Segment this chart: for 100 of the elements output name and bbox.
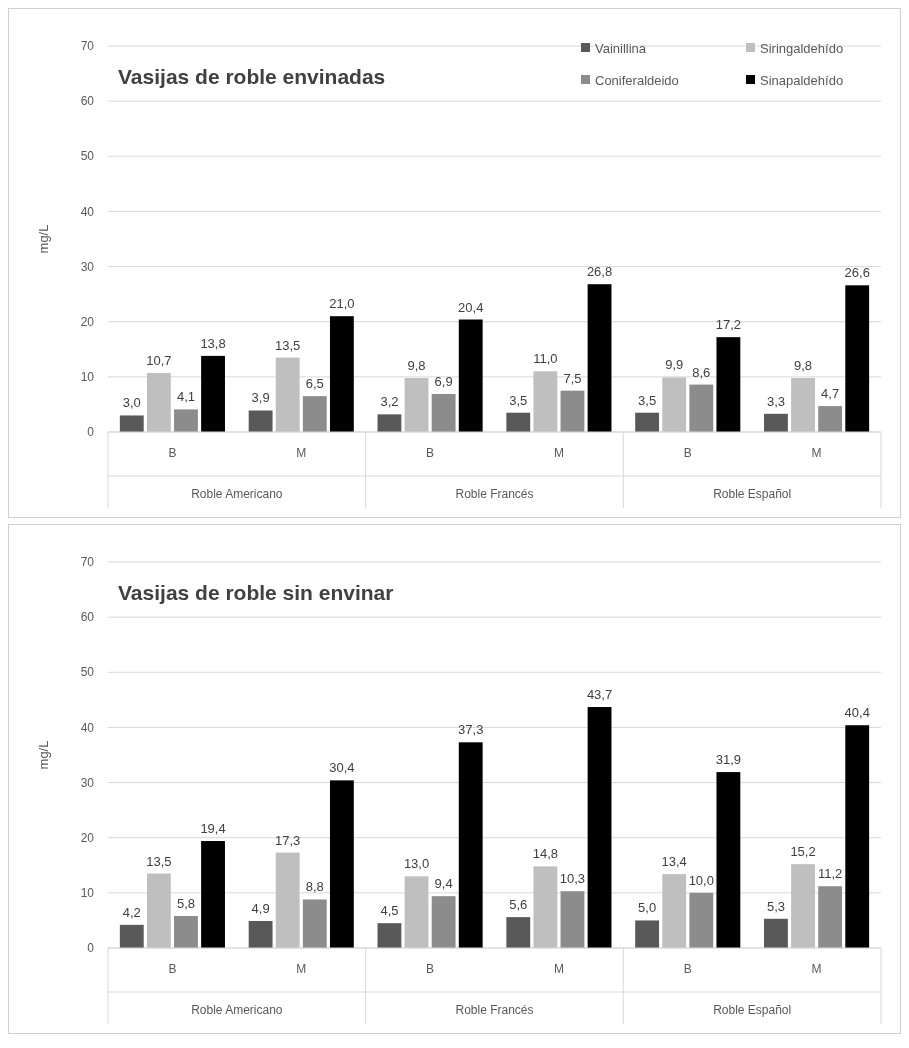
- data-label: 9,9: [665, 357, 684, 373]
- data-label: 9,4: [434, 876, 453, 892]
- x-tick-label: M: [553, 446, 564, 460]
- data-label: 7,5: [563, 370, 582, 386]
- data-label: 40,4: [844, 705, 870, 721]
- data-label: 4,5: [380, 903, 399, 919]
- y-tick-label: 70: [80, 39, 95, 54]
- bar: [764, 413, 788, 432]
- y-tick-label: 50: [80, 149, 95, 164]
- legend-label: Vainillina: [595, 40, 647, 56]
- x-tick-label: B: [426, 962, 435, 976]
- data-label: 4,2: [122, 904, 141, 920]
- bar: [689, 892, 714, 948]
- bar: [635, 920, 660, 948]
- data-label: 17,2: [715, 317, 742, 333]
- bar: [431, 896, 456, 948]
- data-label: 20,4: [458, 299, 484, 315]
- data-label: 6,5: [305, 376, 324, 392]
- data-label: 10,3: [559, 871, 586, 887]
- bar: [689, 384, 714, 432]
- data-label: 9,8: [794, 357, 813, 373]
- data-label: 17,3: [275, 832, 301, 848]
- text: Roble Francés: [455, 487, 534, 501]
- bar: [377, 414, 402, 432]
- y-tick-label: 40: [80, 204, 95, 219]
- x-tick-label: M: [553, 962, 564, 976]
- text: Roble Americano: [191, 1003, 283, 1017]
- x-tick-label: M: [811, 446, 822, 460]
- x-tick-label: B: [426, 446, 435, 460]
- bar: [533, 866, 558, 948]
- bar: [458, 319, 483, 432]
- bar: [201, 841, 225, 948]
- data-label: 3,0: [122, 395, 141, 411]
- y-tick-label: 20: [80, 314, 95, 329]
- bar: [845, 725, 870, 948]
- data-label: 11,2: [817, 866, 843, 882]
- data-label: 21,0: [329, 296, 355, 312]
- data-label: 19,4: [200, 821, 226, 837]
- bar: [506, 412, 531, 432]
- data-label: 13,8: [200, 335, 226, 351]
- data-label: 4,1: [176, 389, 195, 405]
- bar: [560, 891, 585, 948]
- data-label: 43,7: [586, 687, 613, 703]
- data-label: 8,6: [692, 364, 711, 380]
- data-label: 9,8: [407, 357, 426, 373]
- bar: [458, 742, 483, 948]
- data-label: 8,8: [305, 879, 324, 895]
- y-tick-label: 10: [80, 886, 95, 901]
- bar: [248, 410, 273, 432]
- data-label: 13,0: [403, 856, 430, 872]
- y-tick-label: 0: [87, 941, 95, 956]
- bar: [302, 899, 327, 948]
- data-label: 3,5: [638, 392, 657, 408]
- bar: [716, 337, 741, 432]
- data-label: 30,4: [329, 760, 355, 776]
- x-tick-label: M: [296, 962, 307, 976]
- data-label: 5,6: [509, 897, 528, 913]
- bar: [533, 371, 558, 432]
- text: Vasijas de roble envinadas: [118, 65, 386, 88]
- bar: [146, 873, 171, 948]
- data-label: 4,9: [251, 900, 270, 916]
- bar: [716, 772, 741, 948]
- data-label: 15,2: [790, 844, 816, 860]
- text: Vasijas de roble sin envinar: [118, 581, 394, 604]
- bar: [587, 284, 612, 432]
- bar: [662, 377, 687, 432]
- y-tick-label: 60: [80, 94, 95, 109]
- bar: [275, 357, 300, 432]
- x-tick-label: M: [811, 962, 822, 976]
- x-tick-label: B: [683, 446, 692, 460]
- y-axis-title: mg/L: [36, 224, 51, 254]
- data-label: 3,9: [251, 390, 270, 406]
- data-label: 37,3: [458, 722, 484, 738]
- bar: [764, 918, 788, 948]
- text: Roble Americano: [191, 487, 283, 501]
- data-label: 10,0: [688, 872, 714, 888]
- bar: [662, 874, 687, 948]
- y-tick-label: 50: [80, 665, 95, 680]
- data-label: 3,3: [766, 393, 785, 409]
- bar: [174, 916, 198, 948]
- data-label: 6,9: [434, 373, 453, 389]
- y-tick-label: 60: [80, 610, 95, 625]
- x-tick-label: B: [168, 962, 177, 976]
- x-tick-label: B: [168, 446, 177, 460]
- bar: [818, 406, 843, 432]
- x-tick-label: M: [296, 446, 307, 460]
- legend-label: Siringaldehído: [760, 40, 844, 56]
- bar: [404, 876, 429, 948]
- data-label: 3,5: [509, 392, 528, 408]
- bar: [791, 377, 815, 432]
- y-tick-label: 0: [87, 425, 95, 440]
- y-axis-title: mg/L: [36, 740, 51, 770]
- bar: [119, 924, 144, 948]
- text: Roble Español: [713, 1003, 792, 1017]
- legend-label: Sinapaldehído: [760, 72, 844, 88]
- data-label: 10,7: [146, 353, 172, 368]
- bar: [119, 415, 144, 432]
- data-label: 13,4: [661, 854, 687, 870]
- bar: [431, 393, 456, 432]
- y-tick-label: 10: [80, 370, 95, 385]
